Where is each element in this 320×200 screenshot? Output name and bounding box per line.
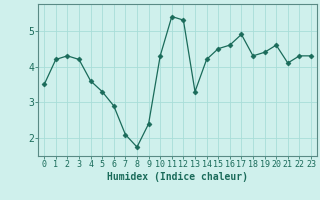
X-axis label: Humidex (Indice chaleur): Humidex (Indice chaleur) xyxy=(107,172,248,182)
